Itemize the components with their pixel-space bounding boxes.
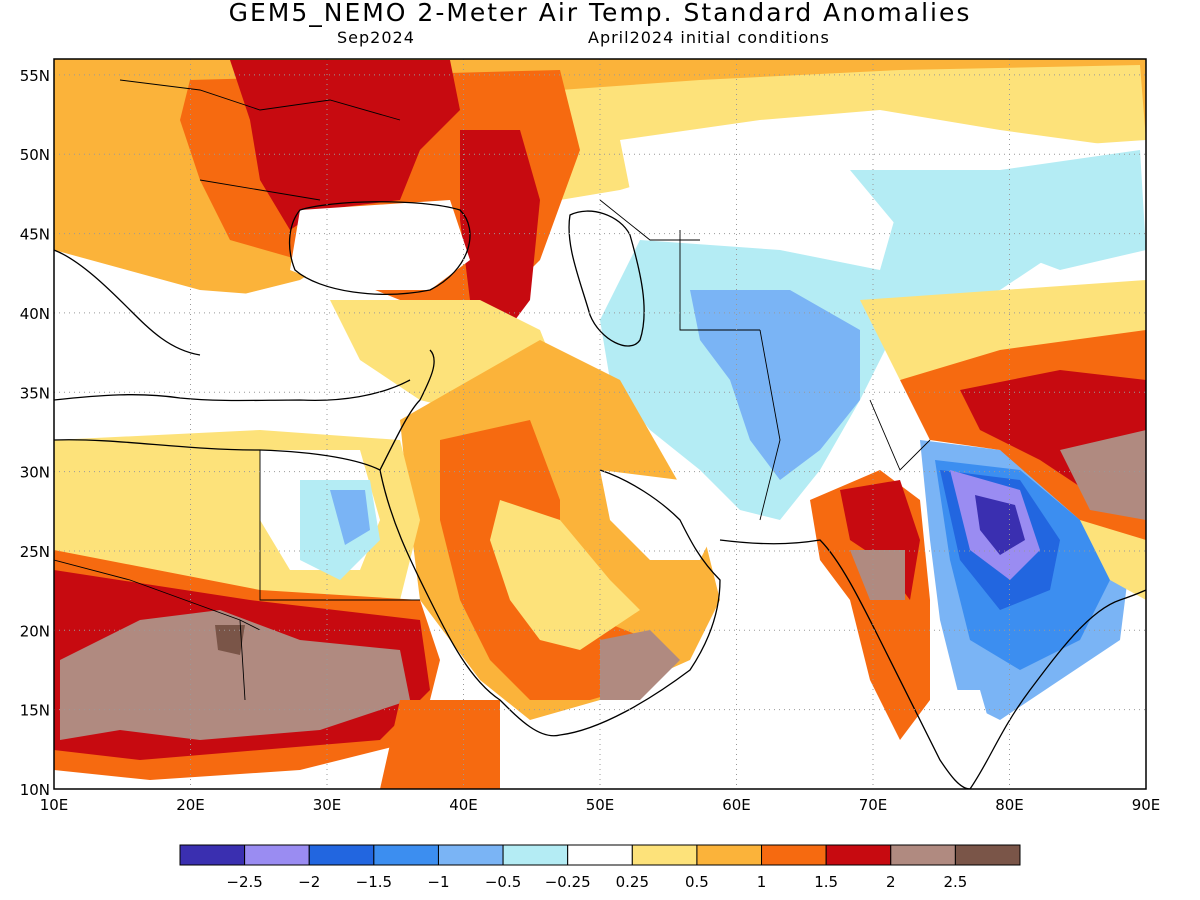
legend-swatch <box>373 844 439 866</box>
coastlines <box>54 201 1146 789</box>
map-title: GEM5_NEMO 2-Meter Air Temp. Standard Ano… <box>228 0 972 27</box>
legend-swatch <box>890 844 956 866</box>
latitude-label: 25N <box>20 543 50 561</box>
legend-label: 2 <box>886 873 896 891</box>
latitude-label: 40N <box>20 305 50 323</box>
egypt-blue-patch <box>330 490 370 545</box>
black-sea-white <box>290 200 470 290</box>
legend-label: −2.5 <box>226 873 262 891</box>
map-frame <box>53 58 1147 790</box>
latitude-label: 55N <box>20 67 50 85</box>
latitude-label: 30N <box>20 464 50 482</box>
kazakh-lightblue <box>850 150 1146 270</box>
latitude-label: 10N <box>20 781 50 799</box>
bengal-yellow <box>1080 520 1146 600</box>
valid-month-label: Sep2024 <box>337 28 415 47</box>
country-borders <box>54 79 931 701</box>
legend-label: −0.5 <box>485 873 521 891</box>
legend-label: 2.5 <box>943 873 967 891</box>
caucasus-red-column <box>460 130 540 340</box>
color-legend: −2.5 −2 −1.5 −1 −0.5 −0.25 0.25 0.5 1 1.5 2 2.5 <box>179 844 1021 891</box>
legend-label: 1 <box>757 873 767 891</box>
oman-brown <box>600 630 680 700</box>
legend-swatch <box>954 844 1021 866</box>
latitude-label: 15N <box>20 702 50 720</box>
legend-swatch <box>437 844 504 866</box>
legend-label: 1.5 <box>814 873 838 891</box>
legend-swatch <box>631 844 698 866</box>
legend-label: 0.5 <box>685 873 709 891</box>
longitude-label: 20E <box>176 796 205 814</box>
longitude-label: 90E <box>1132 796 1161 814</box>
legend-label: −0.25 <box>545 873 591 891</box>
longitude-label: 10E <box>40 796 69 814</box>
initial-conditions-label: April2024 initial conditions <box>588 28 830 47</box>
latitude-label: 35N <box>20 384 50 402</box>
gridlines <box>54 59 1146 789</box>
longitude-label: 80E <box>995 796 1024 814</box>
longitude-label: 40E <box>449 796 478 814</box>
turkmen-blue <box>690 290 860 480</box>
latitude-labels: 10N 15N 20N 25N 30N 35N 40N 45N 50N 55N <box>20 67 50 799</box>
longitude-label: 30E <box>313 796 342 814</box>
china-yellow <box>860 280 1146 380</box>
longitude-labels: 10E 20E 30E 40E 50E 60E 70E 80E 90E <box>40 796 1161 814</box>
legend-label: 0.25 <box>616 873 649 891</box>
east-africa-orange <box>380 700 500 789</box>
south-india-white <box>930 690 1000 789</box>
legend-swatch <box>308 844 375 866</box>
legend-swatch <box>825 844 892 866</box>
longitude-label: 50E <box>586 796 615 814</box>
longitude-label: 60E <box>722 796 751 814</box>
legend-swatch <box>502 844 569 866</box>
legend-swatch <box>567 844 633 866</box>
balkan-white <box>54 250 410 400</box>
legend-label: −2 <box>298 873 320 891</box>
arabia-yellow-center <box>490 500 640 650</box>
india-indigo-core <box>975 495 1025 555</box>
anomaly-fields <box>54 59 1146 789</box>
gulf-white <box>600 470 720 560</box>
longitude-label: 70E <box>859 796 888 814</box>
tibet-brown <box>1060 430 1146 520</box>
legend-label: −1 <box>427 873 449 891</box>
sahel-brown <box>60 610 410 740</box>
latitude-label: 20N <box>20 622 50 640</box>
sahel-darkbrown <box>215 625 245 655</box>
ukraine-red-core <box>230 60 460 230</box>
legend-swatch <box>696 844 763 866</box>
latitude-label: 50N <box>20 146 50 164</box>
legend-swatch <box>761 844 827 866</box>
legend-swatch <box>179 844 246 866</box>
latitude-label: 45N <box>20 226 50 244</box>
pakistan-brown <box>850 550 905 600</box>
legend-swatch <box>244 844 310 866</box>
legend-label: −1.5 <box>356 873 392 891</box>
